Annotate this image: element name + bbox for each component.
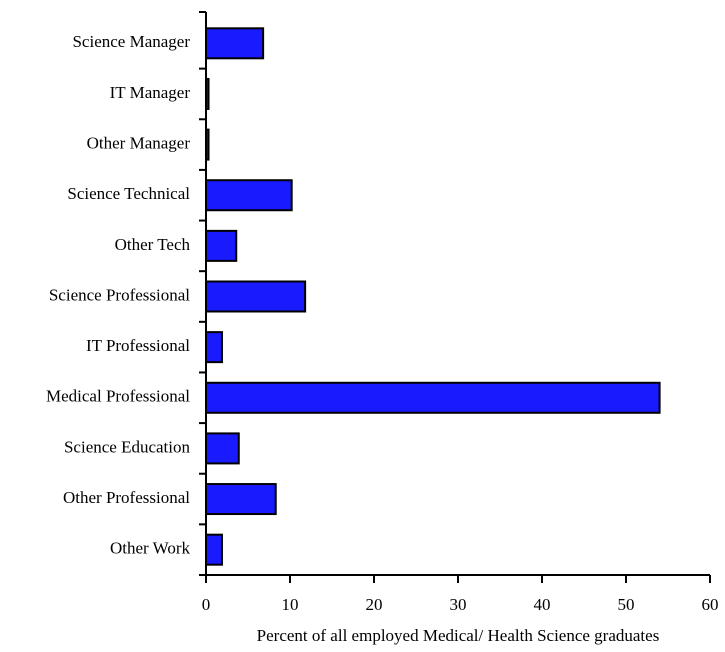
y-tick-label: Science Technical [67,184,190,203]
x-tick-label: 0 [202,595,211,614]
x-tick-label: 50 [618,595,635,614]
bar [205,280,307,313]
y-tick-label: Science Professional [49,285,190,304]
x-tick-label: 40 [534,595,551,614]
bar [205,432,240,465]
bar [205,27,265,60]
bar [205,381,661,414]
x-tick-label: 20 [366,595,383,614]
x-tick-label: 10 [282,595,299,614]
x-axis-label: Percent of all employed Medical/ Health … [257,626,660,645]
y-tick-label: Science Manager [72,32,190,51]
y-tick-label: IT Manager [110,83,191,102]
y-tick-label: Other Manager [87,133,191,152]
y-tick-label: Other Professional [63,488,190,507]
bar [205,179,293,212]
bar [205,483,277,516]
y-tick-label: Science Education [64,437,191,456]
y-tick-label: IT Professional [86,336,190,355]
y-tick-label: Other Work [110,539,190,558]
bar [205,533,223,566]
y-tick-label: Medical Professional [46,387,190,406]
bar [205,229,238,262]
x-tick-label: 30 [450,595,467,614]
y-tick-label: Other Tech [115,235,191,254]
bar [205,331,223,364]
x-tick-label: 60 [702,595,719,614]
